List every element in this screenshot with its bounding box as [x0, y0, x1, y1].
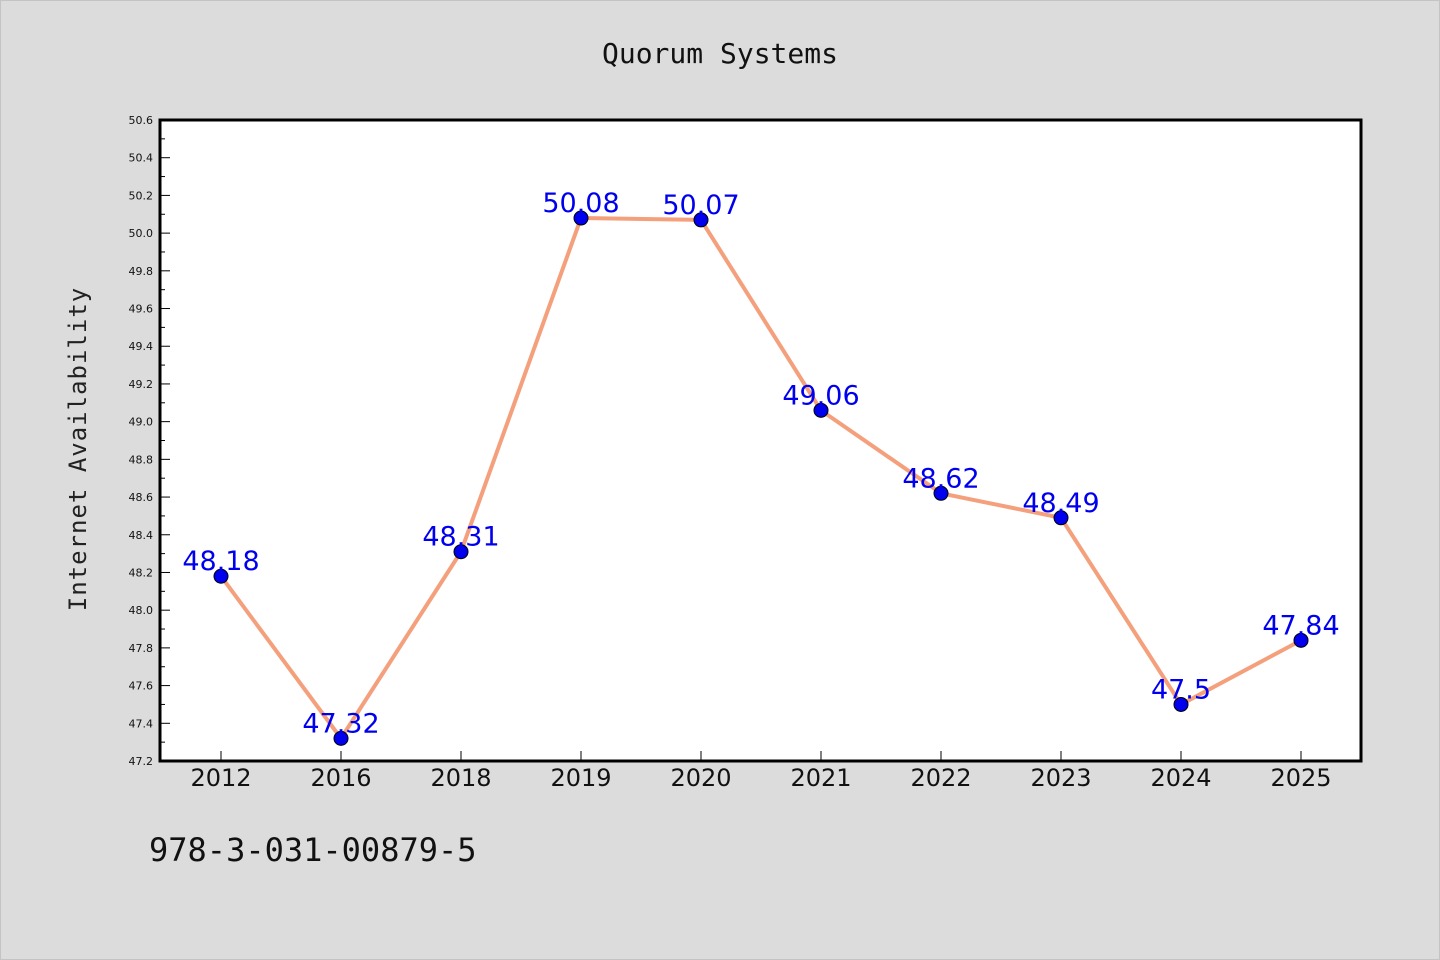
- y-tick-label: 47.6: [129, 680, 154, 693]
- axis-ticks: 47.2 47.4 47.6 47.8 48.0 48.2 48.4 48.6 48.8 49.0…: [129, 114, 1332, 792]
- data-point: [1173, 696, 1189, 712]
- y-tick-label: 48.2: [129, 566, 154, 579]
- data-markers: [213, 210, 1309, 746]
- x-tick-label: 2020: [670, 764, 731, 792]
- y-tick-label: 48.6: [129, 491, 154, 504]
- data-label: 48.31: [422, 522, 499, 553]
- data-point: [333, 730, 349, 746]
- x-tick-label: 2022: [910, 764, 971, 792]
- footer-code: 978-3-031-00879-5: [149, 831, 477, 869]
- data-point: [573, 210, 589, 226]
- y-tick-label: 49.8: [129, 265, 154, 278]
- y-tick-label: 49.6: [129, 303, 154, 316]
- data-label: 47.5: [1151, 674, 1211, 705]
- data-label: 47.84: [1262, 610, 1339, 641]
- plot-area: [160, 120, 1361, 761]
- y-tick-label: 50.0: [129, 227, 154, 240]
- x-tick-label: 2025: [1270, 764, 1331, 792]
- x-tick-label: 2024: [1150, 764, 1211, 792]
- data-label: 50.08: [542, 188, 619, 219]
- y-tick-label: 47.2: [129, 755, 154, 768]
- data-label: 48.49: [1022, 488, 1099, 519]
- x-tick-label: 2023: [1030, 764, 1091, 792]
- data-label: 47.32: [302, 708, 379, 739]
- y-tick-label: 47.4: [129, 717, 154, 730]
- data-labels: 48.18 47.32 48.31 50.08 50.07 49.06 48.62 48.49…: [182, 188, 1339, 739]
- data-point: [1293, 632, 1309, 648]
- data-label: 48.62: [902, 463, 979, 494]
- y-tick-label: 50.2: [129, 189, 154, 202]
- data-point: [693, 212, 709, 228]
- series-line: [219, 216, 1303, 741]
- x-tick-label: 2018: [430, 764, 491, 792]
- data-point: [453, 544, 469, 560]
- y-tick-label: 48.8: [129, 453, 154, 466]
- y-tick-label: 48.0: [129, 604, 154, 617]
- x-tick-label: 2021: [790, 764, 851, 792]
- data-label: 49.06: [782, 380, 859, 411]
- y-tick-label: 47.8: [129, 642, 154, 655]
- x-tick-label: 2012: [190, 764, 251, 792]
- y-axis-label: Internet Availability: [64, 287, 92, 611]
- data-label: 50.07: [662, 190, 739, 221]
- data-point: [213, 568, 229, 584]
- data-label: 48.18: [182, 546, 259, 577]
- y-tick-label: 49.2: [129, 378, 154, 391]
- plot-border: [158, 118, 1363, 763]
- x-tick-label: 2016: [310, 764, 371, 792]
- y-tick-label: 49.4: [129, 340, 154, 353]
- data-point: [933, 485, 949, 501]
- series-line-layer: [219, 216, 1303, 741]
- data-point: [1053, 510, 1069, 526]
- y-tick-label: 48.4: [129, 529, 154, 542]
- data-point: [813, 402, 829, 418]
- chart-title: Quorum Systems: [602, 37, 838, 70]
- y-tick-label: 50.4: [129, 152, 154, 165]
- x-tick-label: 2019: [550, 764, 611, 792]
- y-tick-label: 49.0: [129, 416, 154, 429]
- y-tick-label: 50.6: [129, 114, 154, 127]
